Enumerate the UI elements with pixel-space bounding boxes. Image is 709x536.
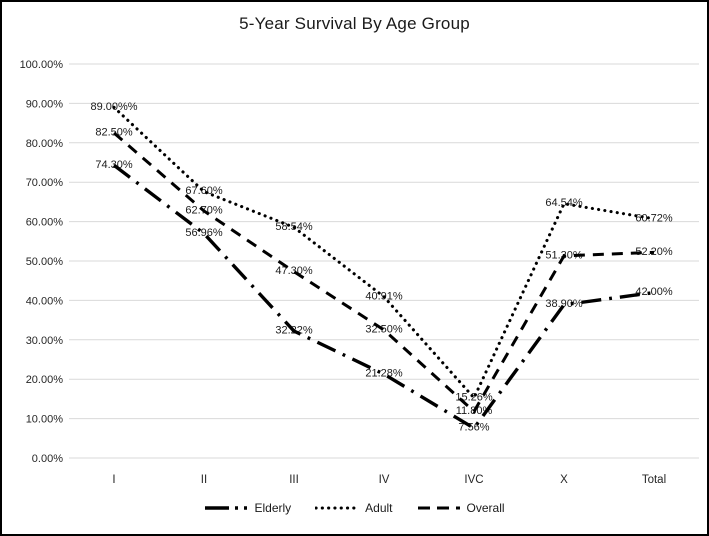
plot-area: 0.00% 10.00% 20.00% 30.00% 40.00% 50.00% 60.00… xyxy=(20,59,699,486)
chart-title: 5-Year Survival By Age Group xyxy=(239,14,470,33)
x-axis-category-label: III xyxy=(289,474,299,486)
data-label-adult-total: 60.72% xyxy=(635,212,673,224)
data-label-overall-total: 52.20% xyxy=(635,246,673,258)
series-line-adult xyxy=(112,105,656,401)
legend-item-elderly: Elderly xyxy=(204,501,291,515)
y-axis-tick-label: 30.00% xyxy=(26,335,64,347)
legend-label-overall: Overall xyxy=(466,501,505,515)
y-axis-tick-label: 0.00% xyxy=(32,453,63,465)
data-label-elderly-total: 42.00% xyxy=(635,286,673,298)
y-axis-tick-label: 10.00% xyxy=(26,414,64,426)
data-label-overall-iv: 32.50% xyxy=(365,323,403,335)
y-axis-tick-label: 20.00% xyxy=(26,374,64,386)
legend-item-overall: Overall xyxy=(417,501,505,515)
legend-label-adult: Adult xyxy=(365,501,393,515)
y-axis-tick-label: 50.00% xyxy=(26,256,64,268)
x-axis-category-label: II xyxy=(201,474,207,486)
overall-line-swatch-icon xyxy=(417,506,460,510)
chart-legend: Elderly Adult Overall xyxy=(2,501,707,515)
x-axis-category-label: IVC xyxy=(464,474,483,486)
data-label-elderly-ii: 56.96% xyxy=(185,227,223,239)
data-label-overall-iii: 47.30% xyxy=(275,265,313,277)
y-axis-tick-label: 70.00% xyxy=(26,177,64,189)
elderly-line-swatch-icon xyxy=(205,506,248,510)
y-axis-tick-label: 90.00% xyxy=(26,98,64,110)
data-label-elderly-i: 74.30% xyxy=(95,159,133,171)
x-axis-category-label: IV xyxy=(379,474,390,486)
x-axis-category-label: I xyxy=(112,474,115,486)
data-label-elderly-x: 38.90% xyxy=(545,298,583,310)
data-label-adult-x: 64.54% xyxy=(545,197,583,209)
x-axis-category-label: X xyxy=(560,474,568,486)
series-line-overall xyxy=(113,131,655,414)
y-axis-tick-label: 40.00% xyxy=(26,295,64,307)
y-axis-tick-label: 80.00% xyxy=(26,138,64,150)
legend-label-elderly: Elderly xyxy=(254,501,292,515)
y-axis-tick-label: 60.00% xyxy=(26,217,64,229)
adult-line-swatch-icon xyxy=(315,506,360,510)
x-axis-category-label: Total xyxy=(642,474,666,486)
data-label-adult-ii: 67.60% xyxy=(185,185,223,197)
legend-item-adult: Adult xyxy=(315,501,393,515)
data-label-overall-i: 82.50% xyxy=(95,126,133,138)
data-label-elderly-iv: 21.28% xyxy=(365,368,403,380)
y-axis-tick-label: 100.00% xyxy=(20,59,64,71)
